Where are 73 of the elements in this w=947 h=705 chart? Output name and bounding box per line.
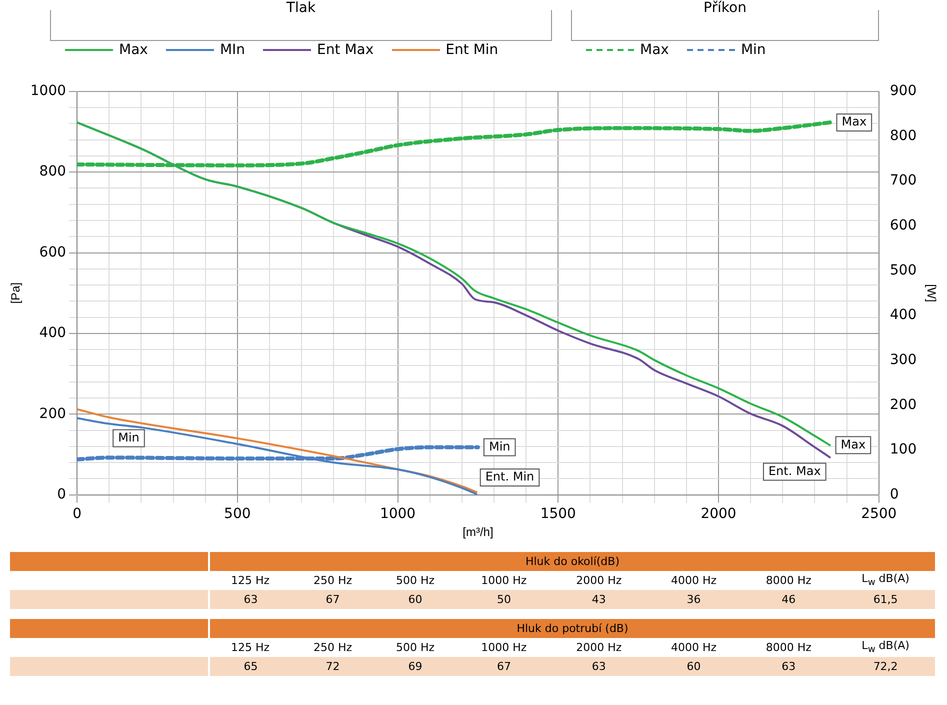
text: 60 bbox=[646, 657, 742, 676]
annotation: Max bbox=[840, 437, 866, 452]
x-tick-label: 2000 bbox=[700, 506, 736, 522]
text: 500 Hz bbox=[394, 640, 436, 656]
x-tick-label: 1500 bbox=[540, 506, 576, 522]
y-tick-label: 0 bbox=[57, 486, 66, 502]
text: 8000 Hz bbox=[764, 573, 812, 589]
text: L$_{w}$ dB(A) bbox=[860, 638, 910, 657]
text: 250 Hz bbox=[312, 573, 354, 589]
y2-tick-label: 200 bbox=[890, 396, 917, 413]
annotation: Min bbox=[488, 439, 510, 454]
x-tick-label: 1000 bbox=[380, 506, 416, 522]
text: 61,5 bbox=[836, 590, 935, 609]
text: 250 Hz bbox=[312, 640, 354, 656]
text: 2000 Hz bbox=[575, 640, 623, 656]
legend-label: Min bbox=[740, 42, 766, 58]
text: 2000 Hz bbox=[575, 573, 623, 589]
y2-tick-label: 500 bbox=[890, 262, 917, 278]
text: Hluk do okolí(dB) bbox=[209, 552, 935, 571]
y2-tick-label: 800 bbox=[890, 128, 917, 144]
text: 43 bbox=[551, 590, 646, 609]
annotation: Ent. Max bbox=[768, 464, 821, 478]
y-axis-title: [Pa] bbox=[8, 282, 23, 304]
text: 67 bbox=[292, 590, 374, 609]
annotation: Ent. Min bbox=[485, 470, 534, 484]
y2-tick-label: 600 bbox=[890, 218, 917, 234]
legend-label: MIn bbox=[220, 42, 246, 58]
x-tick-label: 0 bbox=[72, 506, 82, 522]
y2-axis-title: [W] bbox=[924, 284, 938, 302]
y2-tick-label: 0 bbox=[890, 486, 899, 502]
legend-label: Ent Max bbox=[317, 42, 374, 58]
x-tick-label: 500 bbox=[224, 506, 251, 522]
legend-label: Max bbox=[640, 42, 669, 58]
text: 60 bbox=[374, 590, 456, 609]
text: 67 bbox=[456, 657, 552, 676]
text: 72 bbox=[292, 657, 374, 676]
y-tick-label: 400 bbox=[39, 325, 66, 342]
y2-tick-label: 400 bbox=[890, 307, 917, 324]
text: 4000 Hz bbox=[670, 573, 718, 589]
text: 50 bbox=[456, 590, 552, 609]
text: 63 bbox=[209, 590, 292, 609]
text: 36 bbox=[646, 590, 742, 609]
y2-tick-label: 300 bbox=[890, 352, 917, 368]
text: 63 bbox=[551, 657, 646, 676]
x-axis-title: [m³/h] bbox=[462, 525, 494, 540]
text: Příkon bbox=[698, 0, 752, 16]
annotation: Min bbox=[118, 430, 140, 444]
y2-tick-label: 100 bbox=[890, 442, 917, 458]
text: 125 Hz bbox=[230, 573, 271, 589]
text: 72,2 bbox=[836, 657, 935, 676]
text: L$_{w}$ dB(A) bbox=[860, 571, 910, 590]
y-tick-label: 1000 bbox=[30, 83, 66, 100]
x-tick-label: 2500 bbox=[861, 506, 897, 522]
text: 1000 Hz bbox=[480, 573, 528, 589]
text: 1000 Hz bbox=[480, 640, 528, 656]
annotation: Max bbox=[842, 114, 867, 129]
text: Hluk do potrubí (dB) bbox=[209, 619, 935, 638]
y2-tick-label: 700 bbox=[890, 172, 917, 189]
y-tick-label: 200 bbox=[39, 406, 66, 422]
text: 63 bbox=[741, 657, 836, 676]
text: 65 bbox=[209, 657, 292, 676]
text: 125 Hz bbox=[230, 640, 271, 656]
text: 46 bbox=[741, 590, 836, 609]
legend-label: Max bbox=[119, 42, 148, 58]
text: 4000 Hz bbox=[670, 640, 718, 656]
y-tick-label: 800 bbox=[39, 164, 66, 180]
text: 69 bbox=[374, 657, 456, 676]
legend-label: Ent Min bbox=[446, 42, 498, 58]
y-tick-label: 600 bbox=[39, 244, 66, 260]
text: 8000 Hz bbox=[764, 640, 812, 656]
text: 500 Hz bbox=[394, 573, 436, 589]
text: Tlak bbox=[280, 0, 322, 16]
y2-tick-label: 900 bbox=[890, 83, 917, 100]
